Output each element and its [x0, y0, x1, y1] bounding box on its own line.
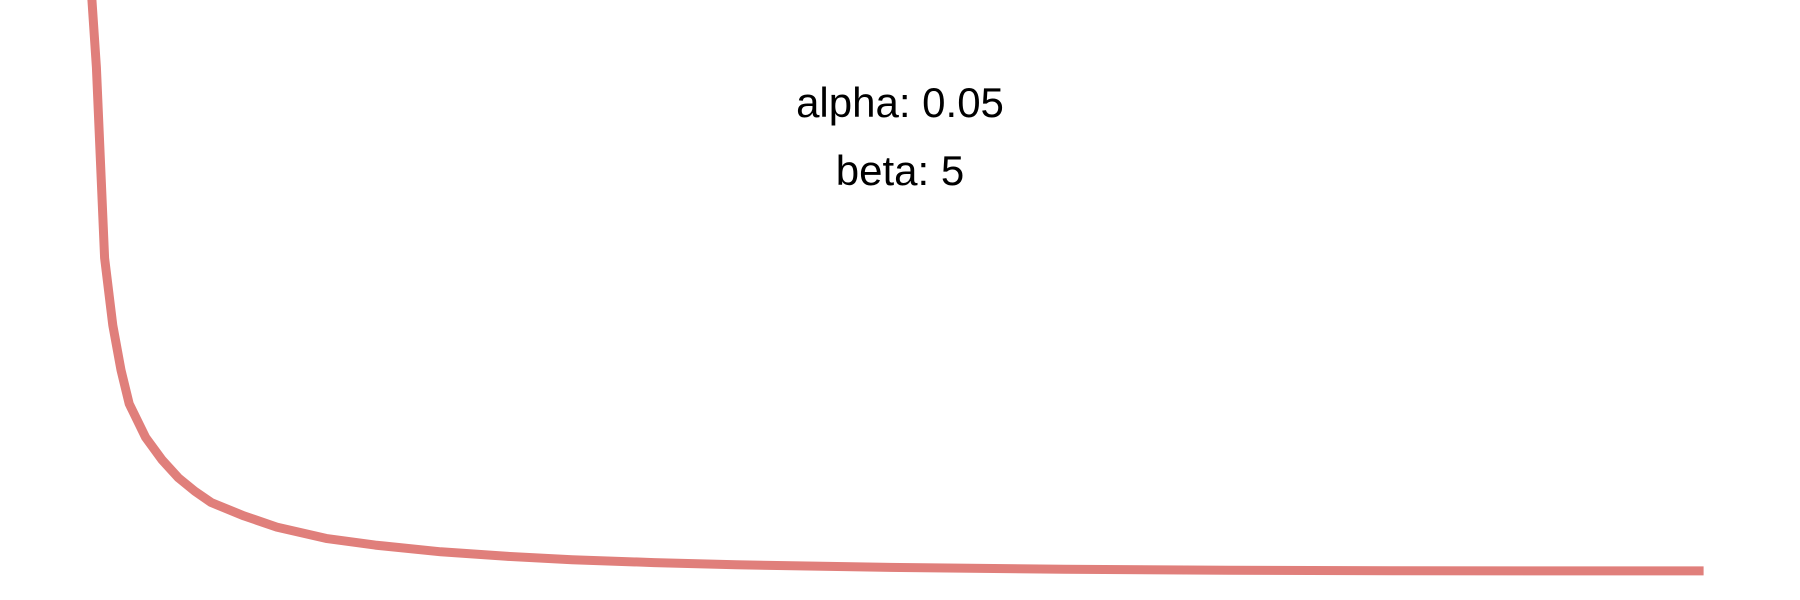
alpha-annotation: alpha: 0.05 — [796, 79, 1004, 126]
series-line-0 — [87, 0, 1704, 576]
beta-annotation: beta: 5 — [835, 147, 965, 194]
